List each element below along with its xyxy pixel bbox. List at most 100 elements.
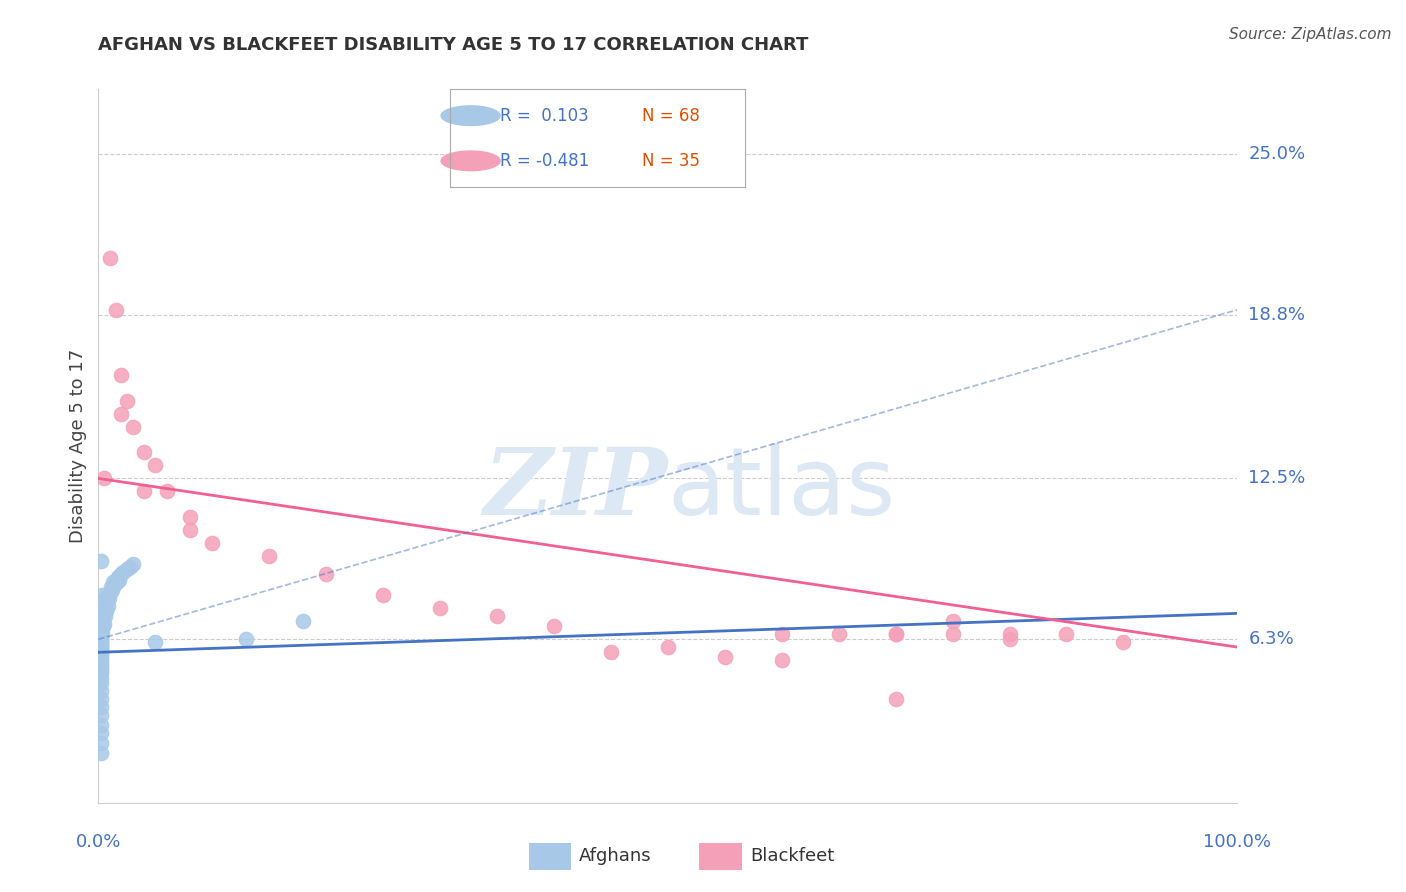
Point: [105, 575, 128, 590]
Point: [90, 692, 112, 706]
Point: [90, 645, 112, 659]
Point: [96, 588, 118, 602]
Point: [90, 609, 112, 624]
Text: 6.3%: 6.3%: [1249, 631, 1294, 648]
Point: [90, 661, 112, 675]
Point: [90, 622, 112, 636]
Point: [90, 725, 112, 739]
Point: [91, 619, 114, 633]
Point: [90, 632, 112, 647]
Point: [90, 635, 112, 649]
Point: [115, 562, 138, 576]
Point: [104, 302, 127, 317]
Point: [543, 619, 565, 633]
Point: [90, 588, 112, 602]
Point: [90, 635, 112, 649]
Point: [770, 653, 793, 667]
Text: Source: ZipAtlas.com: Source: ZipAtlas.com: [1229, 27, 1392, 42]
Point: [104, 573, 127, 587]
Text: ZIP: ZIP: [484, 444, 668, 533]
Point: [600, 645, 623, 659]
Point: [884, 627, 907, 641]
Text: 0.0%: 0.0%: [76, 833, 121, 851]
Point: [121, 419, 143, 434]
Point: [98, 585, 121, 599]
Point: [714, 650, 737, 665]
Point: [90, 671, 112, 685]
Point: [100, 581, 122, 595]
Point: [371, 588, 394, 602]
Point: [145, 635, 167, 649]
Point: [315, 567, 337, 582]
Point: [1054, 627, 1078, 641]
Text: 25.0%: 25.0%: [1249, 145, 1306, 163]
Point: [828, 627, 851, 641]
Point: [90, 638, 112, 652]
Point: [121, 557, 143, 571]
Point: [942, 614, 965, 628]
Point: [103, 575, 125, 590]
Point: [259, 549, 281, 564]
Point: [1112, 635, 1135, 649]
Point: [110, 567, 132, 582]
Text: R = -0.481: R = -0.481: [501, 152, 589, 169]
Point: [90, 642, 112, 657]
Point: [90, 648, 112, 662]
Point: [90, 650, 112, 665]
Text: R =  0.103: R = 0.103: [501, 107, 589, 125]
Point: [97, 591, 120, 605]
Text: Afghans: Afghans: [579, 847, 652, 865]
Text: 12.5%: 12.5%: [1249, 469, 1306, 487]
Point: [145, 458, 167, 473]
Point: [115, 393, 138, 408]
Point: [90, 684, 112, 698]
Point: [770, 627, 793, 641]
Point: [108, 573, 131, 587]
Point: [90, 656, 112, 670]
Text: N = 35: N = 35: [643, 152, 700, 169]
Point: [942, 627, 965, 641]
Point: [91, 593, 114, 607]
Point: [90, 632, 112, 647]
Point: [103, 578, 125, 592]
Point: [91, 604, 114, 618]
Point: [132, 484, 155, 499]
Text: 100.0%: 100.0%: [1204, 833, 1271, 851]
Point: [90, 554, 112, 568]
Point: [98, 251, 121, 265]
Point: [998, 627, 1021, 641]
Point: [94, 599, 117, 613]
Point: [90, 640, 112, 654]
Point: [90, 676, 112, 690]
Point: [156, 484, 179, 499]
Point: [93, 471, 115, 485]
Point: [110, 407, 132, 421]
Point: [201, 536, 224, 550]
Text: N = 68: N = 68: [643, 107, 700, 125]
Point: [90, 658, 112, 673]
Point: [998, 632, 1021, 647]
Point: [884, 627, 907, 641]
Point: [292, 614, 315, 628]
Point: [107, 570, 129, 584]
Point: [90, 645, 112, 659]
Point: [132, 445, 155, 459]
Text: 18.8%: 18.8%: [1249, 306, 1305, 324]
Point: [90, 718, 112, 732]
Point: [657, 640, 679, 654]
Point: [93, 616, 115, 631]
Point: [429, 601, 451, 615]
Point: [112, 565, 135, 579]
Circle shape: [441, 106, 501, 126]
Text: atlas: atlas: [668, 442, 896, 535]
Point: [90, 638, 112, 652]
Point: [179, 510, 201, 524]
Point: [90, 707, 112, 722]
Point: [90, 627, 112, 641]
Point: [94, 609, 117, 624]
Point: [96, 599, 118, 613]
Text: AFGHAN VS BLACKFEET DISABILITY AGE 5 TO 17 CORRELATION CHART: AFGHAN VS BLACKFEET DISABILITY AGE 5 TO …: [98, 36, 808, 54]
Point: [90, 666, 112, 681]
Point: [90, 699, 112, 714]
Point: [235, 632, 257, 647]
